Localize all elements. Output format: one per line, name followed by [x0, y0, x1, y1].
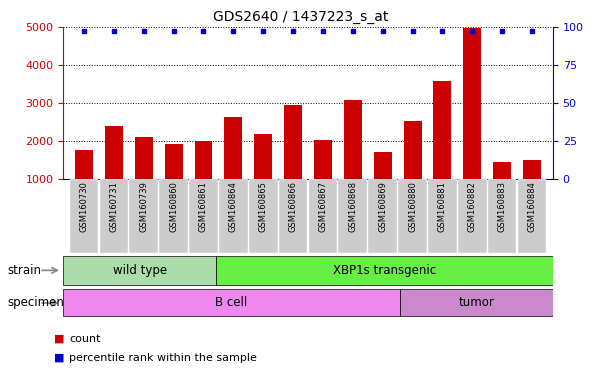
Bar: [165, 144, 183, 179]
Text: GSM160865: GSM160865: [258, 181, 267, 232]
Bar: [308, 179, 337, 253]
Bar: [493, 162, 511, 179]
Text: GSM160868: GSM160868: [349, 181, 358, 232]
Bar: [488, 179, 516, 253]
Bar: [254, 134, 272, 179]
Bar: [224, 117, 242, 179]
Text: GSM160864: GSM160864: [229, 181, 238, 232]
Bar: [135, 137, 153, 179]
Text: GSM160739: GSM160739: [139, 181, 148, 232]
Bar: [463, 28, 481, 179]
Bar: [368, 179, 397, 253]
Text: GSM160861: GSM160861: [199, 181, 208, 232]
Bar: [189, 179, 218, 253]
Text: B cell: B cell: [215, 296, 248, 309]
Bar: [344, 101, 362, 179]
Text: count: count: [69, 334, 100, 344]
Bar: [159, 179, 188, 253]
Text: strain: strain: [7, 264, 41, 277]
Text: GSM160730: GSM160730: [79, 181, 88, 232]
Text: tumor: tumor: [459, 296, 495, 309]
Text: GSM160866: GSM160866: [288, 181, 297, 232]
Bar: [70, 179, 99, 253]
Bar: [433, 81, 451, 179]
Text: specimen: specimen: [7, 296, 64, 309]
Text: GSM160880: GSM160880: [408, 181, 417, 232]
Bar: [458, 179, 487, 253]
Bar: [129, 179, 158, 253]
Bar: [249, 179, 278, 253]
Bar: [314, 140, 332, 179]
Text: GSM160883: GSM160883: [498, 181, 507, 232]
Text: GSM160884: GSM160884: [528, 181, 537, 232]
Text: GSM160867: GSM160867: [319, 181, 328, 232]
Bar: [100, 179, 128, 253]
Text: wild type: wild type: [112, 264, 166, 277]
Bar: [338, 179, 367, 253]
Bar: [195, 141, 212, 179]
Bar: [374, 152, 392, 179]
Text: GSM160731: GSM160731: [109, 181, 118, 232]
Text: XBP1s transgenic: XBP1s transgenic: [333, 264, 436, 277]
Bar: [75, 150, 93, 179]
Text: ■: ■: [54, 353, 64, 363]
Bar: [63, 289, 400, 316]
Bar: [523, 160, 541, 179]
Bar: [105, 126, 123, 179]
Text: GSM160881: GSM160881: [438, 181, 447, 232]
Bar: [216, 256, 553, 285]
Text: GSM160882: GSM160882: [468, 181, 477, 232]
Text: ■: ■: [54, 334, 64, 344]
Bar: [428, 179, 457, 253]
Text: GSM160869: GSM160869: [378, 181, 387, 232]
Bar: [400, 289, 553, 316]
Bar: [517, 179, 546, 253]
Text: GSM160860: GSM160860: [169, 181, 178, 232]
Text: percentile rank within the sample: percentile rank within the sample: [69, 353, 257, 363]
Bar: [398, 179, 427, 253]
Bar: [279, 179, 308, 253]
Bar: [63, 256, 216, 285]
Text: GDS2640 / 1437223_s_at: GDS2640 / 1437223_s_at: [213, 10, 388, 23]
Bar: [404, 121, 421, 179]
Bar: [284, 104, 302, 179]
Bar: [219, 179, 248, 253]
